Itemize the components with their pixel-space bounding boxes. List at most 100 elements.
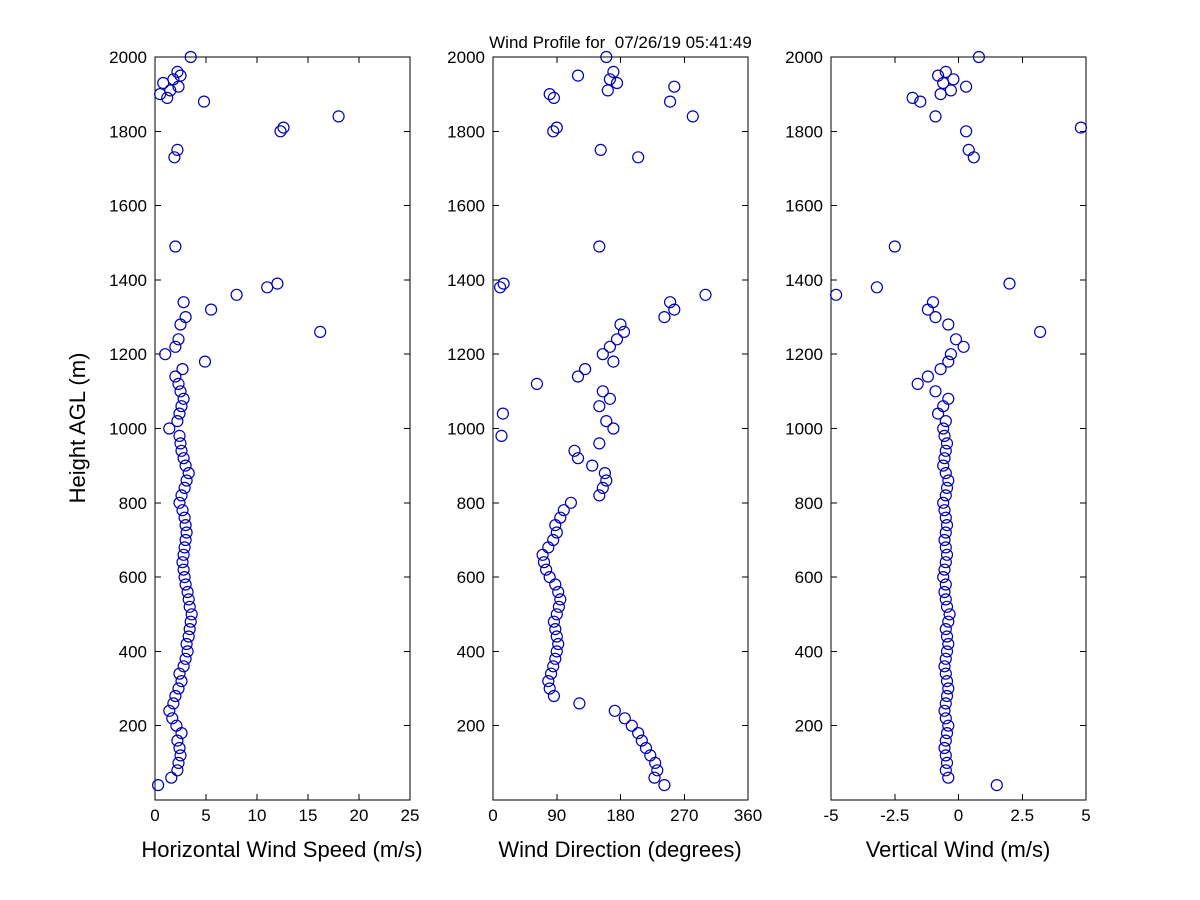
- y-tick-label: 1600: [785, 197, 823, 216]
- data-point: [547, 91, 561, 105]
- data-point: [182, 630, 195, 643]
- scatter-series-horizontal-wind-speed: [152, 50, 345, 792]
- data-point: [600, 50, 613, 64]
- data-point: [164, 84, 177, 97]
- data-point: [176, 504, 189, 517]
- data-point: [937, 459, 950, 472]
- data-point: [942, 771, 955, 784]
- scatter-series-wind-direction: [494, 50, 712, 792]
- y-tick-label: 800: [119, 494, 147, 513]
- data-point: [939, 622, 952, 636]
- data-point: [167, 697, 180, 710]
- data-point: [174, 437, 187, 450]
- data-point: [938, 704, 951, 717]
- data-point: [167, 73, 180, 86]
- data-point: [939, 65, 952, 79]
- data-point: [172, 756, 185, 770]
- data-point: [261, 281, 274, 294]
- data-point: [938, 452, 951, 465]
- data-point: [178, 570, 191, 584]
- data-point: [648, 771, 661, 784]
- data-point: [177, 392, 190, 405]
- y-tick-label: 600: [457, 568, 485, 587]
- data-point: [939, 415, 952, 428]
- y-tick-label: 1200: [109, 345, 147, 364]
- data-point: [600, 415, 613, 428]
- data-point: [314, 325, 327, 338]
- y-tick-label: 800: [457, 494, 485, 513]
- data-point: [571, 452, 585, 465]
- data-point: [939, 734, 952, 747]
- data-point: [205, 303, 218, 316]
- data-point: [937, 76, 950, 90]
- y-axis-label: Height AGL (m): [65, 352, 90, 504]
- data-point: [586, 459, 599, 472]
- data-point: [632, 151, 645, 164]
- data-point: [174, 318, 187, 331]
- data-point: [163, 422, 176, 435]
- panel-vertical-wind: -5 -2.5 0 2.5 5 200 400 600 800 1000 1200 1400 1600 1…: [785, 48, 1091, 825]
- axes-box: [830, 56, 1087, 801]
- data-point: [603, 392, 617, 405]
- data-point: [942, 474, 955, 487]
- data-point: [173, 496, 186, 509]
- data-point: [940, 437, 954, 450]
- data-point: [496, 407, 509, 420]
- y-tick-label: 1400: [109, 271, 147, 290]
- data-point: [934, 87, 947, 101]
- data-point: [600, 474, 613, 487]
- data-point: [173, 407, 186, 420]
- y-tick-label: 2000: [447, 48, 485, 67]
- data-point: [274, 125, 287, 138]
- data-point: [175, 444, 188, 457]
- data-point: [564, 496, 578, 509]
- data-point: [176, 363, 189, 376]
- y-tick-label: 1800: [109, 122, 147, 141]
- data-point: [959, 125, 973, 138]
- data-point: [550, 645, 563, 658]
- data-point: [939, 467, 952, 480]
- data-point: [180, 526, 193, 539]
- data-point: [829, 288, 843, 301]
- y-tick-label: 200: [119, 717, 147, 736]
- data-point: [182, 593, 195, 606]
- data-point: [939, 652, 952, 665]
- data-point: [177, 296, 190, 309]
- data-point: [554, 593, 567, 606]
- data-point: [938, 533, 951, 547]
- x-axis-label-horizontal-wind-speed: Horizontal Wind Speed (m/s): [141, 837, 423, 862]
- data-point: [603, 73, 617, 86]
- data-point: [940, 689, 954, 703]
- data-point: [552, 585, 565, 599]
- data-point: [914, 95, 927, 108]
- data-point: [610, 76, 624, 90]
- data-point: [552, 600, 566, 613]
- data-point: [939, 444, 952, 457]
- data-point: [497, 277, 510, 290]
- data-point: [169, 340, 182, 353]
- data-point: [939, 526, 952, 539]
- y-tick-label: 1800: [447, 122, 485, 141]
- data-point: [549, 578, 562, 591]
- data-point: [549, 652, 562, 665]
- data-point: [271, 277, 284, 290]
- data-point: [940, 674, 954, 688]
- data-point: [957, 340, 970, 353]
- data-point: [179, 459, 192, 472]
- data-point: [593, 240, 606, 253]
- x-tick-label: 10: [248, 806, 267, 825]
- data-point: [549, 622, 562, 636]
- data-point: [939, 764, 952, 777]
- data-point: [543, 87, 556, 101]
- data-point: [198, 355, 212, 368]
- data-point: [549, 518, 562, 532]
- axes-box: [492, 56, 749, 801]
- x-tick-label: 0: [954, 806, 963, 825]
- data-point: [610, 333, 624, 346]
- data-point: [174, 749, 187, 762]
- data-point: [938, 660, 951, 673]
- data-point: [172, 333, 185, 346]
- data-point: [649, 756, 662, 770]
- data-point: [940, 756, 954, 770]
- x-tick-label: 90: [547, 806, 566, 825]
